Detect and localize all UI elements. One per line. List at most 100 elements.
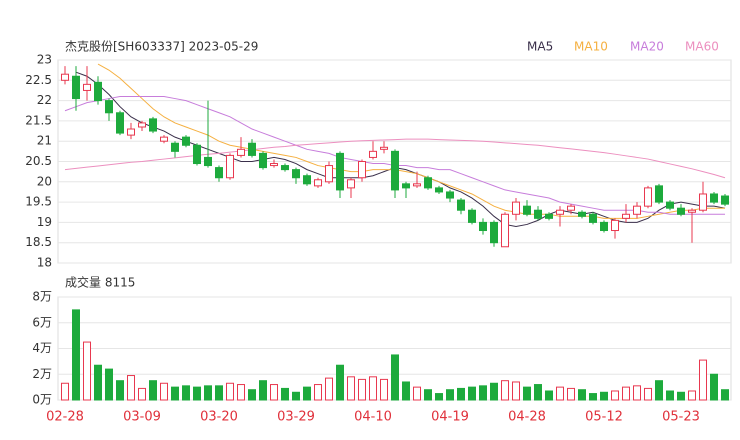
volume-bar: [83, 341, 91, 401]
candle-body: [589, 213, 597, 223]
volume-bar: [116, 380, 124, 401]
volume-bar: [171, 386, 179, 401]
volume-bar: [193, 386, 201, 401]
candle-body: [523, 205, 531, 215]
candle-body: [281, 165, 289, 171]
volume-bar: [94, 364, 102, 401]
volume-bar: [677, 391, 685, 401]
volume-bar: [270, 384, 278, 401]
candle-body: [710, 193, 718, 203]
candle-body: [479, 221, 487, 232]
candle-body: [391, 150, 399, 191]
volume-bar: [655, 380, 663, 401]
volume-bar: [457, 387, 465, 401]
volume-bar: [479, 385, 487, 401]
y-tick-label: 20.5: [25, 154, 52, 168]
y-tick-label: 23: [37, 53, 52, 67]
volume-bar: [281, 387, 289, 401]
volume-bar: [61, 382, 69, 401]
x-tick-label: 05-12: [585, 410, 623, 425]
candle-body: [435, 187, 443, 193]
candle-body: [116, 112, 124, 134]
candle-body: [688, 209, 696, 213]
candle-body: [699, 193, 707, 211]
candle-body: [721, 195, 729, 205]
volume-title: 成交量 8115: [65, 275, 135, 290]
ma-line: [64, 138, 726, 179]
volume-bar: [556, 386, 564, 401]
candle-body: [556, 209, 564, 215]
y-tick-label: 6万: [32, 315, 52, 329]
candle-body: [578, 211, 586, 217]
x-tick-label: 05-23: [662, 410, 700, 425]
candle-body: [215, 167, 223, 179]
legend-entry: MA60: [685, 40, 719, 54]
volume-bar: [204, 385, 212, 401]
legend-entry: MA20: [630, 40, 664, 54]
volume-bar: [72, 309, 80, 401]
candle-body: [512, 201, 520, 215]
x-tick-label: 03-20: [200, 410, 238, 425]
volume-bar: [468, 386, 476, 401]
y-tick-label: 18: [37, 256, 52, 270]
y-tick-label: 21.5: [25, 113, 52, 127]
legend-entry: MA10: [574, 40, 608, 54]
candle-body: [666, 201, 674, 209]
candle-body: [358, 161, 366, 179]
candle-body: [182, 136, 190, 146]
volume-bar: [149, 380, 157, 401]
candle-body: [457, 199, 465, 211]
volume-bar: [633, 385, 641, 401]
candle-body: [468, 209, 476, 223]
candle-body: [270, 163, 278, 167]
volume-bar: [358, 378, 366, 401]
candle-body: [501, 213, 509, 248]
candle-body: [160, 136, 168, 142]
ma-line: [97, 63, 725, 219]
x-tick-label: 02-28: [46, 410, 84, 425]
volume-bar: [138, 387, 146, 401]
y-tick-label: 22.5: [25, 73, 52, 87]
volume-bar: [325, 377, 333, 401]
candle-body: [149, 118, 157, 132]
volume-bar: [380, 378, 388, 401]
candle-body: [292, 169, 300, 179]
volume-bar: [545, 390, 553, 401]
candle-body: [72, 75, 80, 100]
candle-body: [446, 191, 454, 199]
y-tick-label: 20: [37, 174, 52, 188]
legend-entry: MA5: [527, 40, 553, 54]
candle-body: [193, 144, 201, 165]
volume-bar: [259, 380, 267, 401]
volume-bar: [105, 368, 113, 401]
y-tick-label: 21: [37, 134, 52, 148]
volume-bar: [182, 385, 190, 401]
candle-body: [127, 128, 135, 136]
x-tick-label: 04-28: [508, 410, 546, 425]
volume-bar: [688, 390, 696, 401]
volume-bar: [248, 389, 256, 401]
candle-body: [204, 156, 212, 167]
volume-bar: [160, 382, 168, 401]
volume-bar: [512, 381, 520, 401]
volume-bar: [622, 386, 630, 401]
candle-body: [325, 165, 333, 183]
candle-body: [336, 152, 344, 191]
volume-bar: [226, 382, 234, 401]
candle-body: [138, 122, 146, 128]
volume-bar: [446, 389, 454, 401]
volume-bar: [490, 382, 498, 401]
x-tick-label: 04-10: [354, 410, 392, 425]
candle-body: [83, 83, 91, 91]
candle-body: [94, 81, 102, 102]
candle-body: [237, 148, 245, 156]
volume-bar: [413, 386, 421, 401]
volume-bar: [699, 359, 707, 401]
volume-bar: [391, 354, 399, 401]
volume-bar: [721, 389, 729, 401]
volume-bar: [567, 387, 575, 401]
volume-bar: [644, 387, 652, 401]
volume-bar: [578, 389, 586, 401]
volume-bar: [435, 393, 443, 401]
